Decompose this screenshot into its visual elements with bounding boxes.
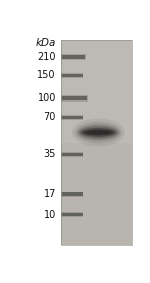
Text: kDa: kDa <box>36 38 56 48</box>
Bar <box>61 192 83 197</box>
Text: 150: 150 <box>38 70 56 80</box>
Ellipse shape <box>77 124 120 141</box>
Ellipse shape <box>75 122 122 143</box>
Text: 35: 35 <box>44 149 56 159</box>
Ellipse shape <box>81 128 116 137</box>
Bar <box>62 55 85 59</box>
Bar <box>61 152 83 157</box>
Bar <box>61 73 83 78</box>
Bar <box>61 40 132 245</box>
Bar <box>61 40 132 143</box>
Ellipse shape <box>84 130 113 135</box>
Bar <box>61 95 88 102</box>
Bar <box>61 115 83 120</box>
Bar <box>62 213 83 216</box>
Text: 210: 210 <box>38 52 56 62</box>
Text: 70: 70 <box>44 112 56 122</box>
Text: 17: 17 <box>44 189 56 199</box>
Text: 10: 10 <box>44 210 56 220</box>
Bar <box>62 153 83 156</box>
Bar <box>61 54 86 60</box>
Bar <box>61 212 83 217</box>
Bar <box>62 115 83 119</box>
Bar <box>61 40 132 245</box>
Ellipse shape <box>87 131 110 134</box>
Bar <box>62 96 87 100</box>
Bar <box>62 74 83 77</box>
Bar <box>62 192 83 196</box>
Ellipse shape <box>72 119 125 146</box>
Text: 100: 100 <box>38 93 56 103</box>
Ellipse shape <box>79 126 118 139</box>
